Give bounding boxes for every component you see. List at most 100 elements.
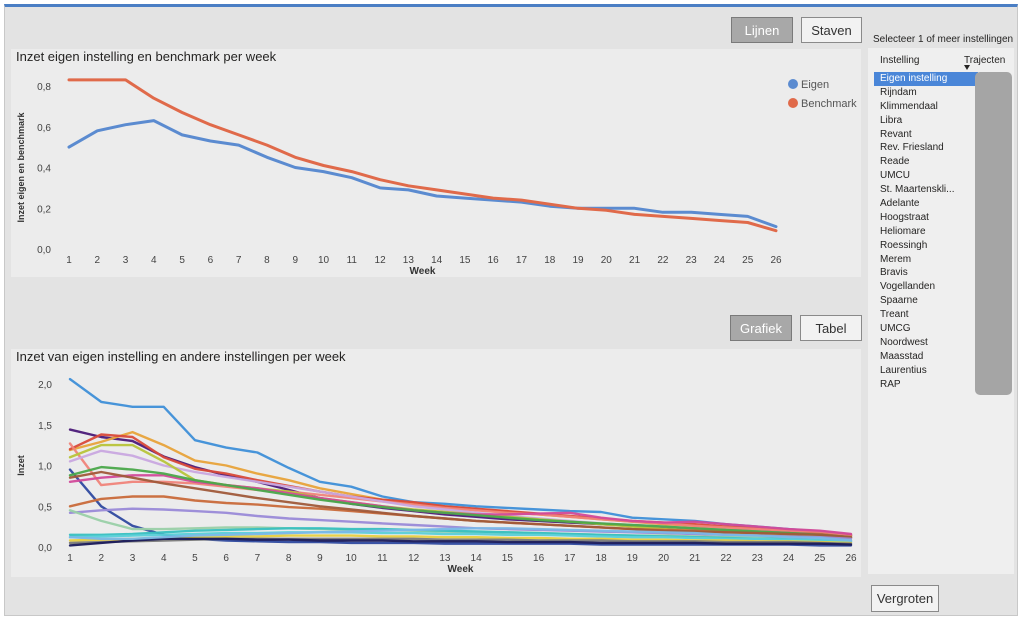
x-tick-label: 18 [596, 553, 608, 564]
top-chart-title: Inzet eigen instelling en benchmark per … [16, 49, 277, 64]
x-tick-label: 22 [657, 255, 669, 266]
x-tick-label: 13 [439, 553, 451, 564]
slicer-item[interactable]: Vogellanden [880, 281, 936, 293]
bottom-chart-panel: Inzet van eigen instelling en andere ins… [11, 349, 861, 577]
slicer-header-instelling[interactable]: Instelling [880, 55, 920, 66]
bottom-chart-title: Inzet van eigen instelling en andere ins… [16, 349, 346, 364]
grafiek-button[interactable]: Grafiek [730, 315, 792, 341]
slicer-item[interactable]: Noordwest [880, 336, 928, 348]
series-line-1-11 [68, 470, 853, 539]
sort-down-icon[interactable] [964, 65, 970, 70]
legend-label: Benchmark [801, 98, 857, 110]
slicer-item[interactable]: UMCU [880, 170, 910, 182]
slicer-header-trajecten[interactable]: Trajecten [964, 55, 1006, 66]
x-tick-label: 4 [151, 255, 157, 266]
slicer-item[interactable]: Roessingh [880, 239, 928, 251]
legend-label: Eigen [801, 79, 829, 91]
top-line-chart: 0,00,20,40,60,81 2 3 4 5 6 7 8 9 10 11 12 13 14 15 16 17… [16, 78, 857, 277]
x-tick-label: 24 [714, 255, 726, 266]
y-tick-label: 0,8 [37, 82, 51, 93]
x-tick-label: 3 [123, 255, 129, 266]
x-tick-label: 19 [627, 553, 639, 564]
y-tick-label: 0,0 [37, 245, 51, 256]
x-tick-label: 17 [516, 255, 528, 266]
series-line-0-1 [67, 78, 778, 233]
slicer-item[interactable]: Laurentius [880, 364, 927, 376]
x-tick-label: 16 [488, 255, 500, 266]
series-line-1-4 [68, 442, 853, 538]
x-tick-label: 25 [814, 553, 826, 564]
y-tick-label: 0,0 [38, 543, 52, 554]
x-tick-label: 10 [346, 553, 358, 564]
slicer-item[interactable]: St. Maartenskli... [880, 184, 955, 196]
slicer-item[interactable]: Revant [880, 128, 912, 140]
series-line-1-19 [68, 527, 853, 542]
y-tick-label: 0,2 [37, 204, 51, 215]
series-line-0-0 [67, 119, 778, 229]
y-tick-label: 2,0 [38, 380, 52, 391]
x-tick-label: 26 [845, 553, 857, 564]
slicer-title: Selecteer 1 of meer instellingen [873, 34, 1014, 45]
x-tick-label: 25 [742, 255, 754, 266]
slicer-item[interactable]: UMCG [880, 323, 911, 335]
x-tick-label: 16 [533, 553, 545, 564]
x-tick-label: 2 [94, 255, 100, 266]
slicer-list: Eigen instelling Rijndam Klimmendaal Libra R… [874, 72, 978, 391]
x-axis-label: Week [448, 564, 474, 575]
x-tick-label: 6 [223, 553, 229, 564]
slicer-item[interactable]: Rev. Friesland [880, 142, 944, 154]
slicer-item[interactable]: Eigen instelling [874, 72, 978, 86]
x-tick-label: 1 [67, 553, 73, 564]
staven-button[interactable]: Staven [801, 17, 862, 43]
x-tick-label: 22 [720, 553, 732, 564]
x-tick-label: 6 [208, 255, 214, 266]
x-tick-label: 1 [66, 255, 72, 266]
y-tick-label: 0,4 [37, 164, 51, 175]
instelling-slicer[interactable]: Instelling Trajecten Eigen instelling Rij… [868, 48, 1014, 574]
series-line-1-10 [68, 465, 853, 539]
series-line-1-18 [68, 537, 853, 547]
slicer-item[interactable]: Klimmendaal [880, 100, 938, 112]
vergroten-button[interactable]: Vergroten [871, 585, 939, 612]
x-tick-label: 13 [403, 255, 415, 266]
slicer-item[interactable]: RAP [880, 378, 901, 390]
series-line-1-15 [68, 531, 853, 544]
x-tick-label: 12 [408, 553, 420, 564]
lijnen-button[interactable]: Lijnen [731, 17, 793, 43]
x-tick-label: 4 [161, 553, 167, 564]
slicer-item[interactable]: Treant [880, 309, 909, 321]
slicer-item[interactable]: Reade [880, 156, 910, 168]
x-tick-label: 11 [347, 255, 358, 266]
y-tick-label: 1,0 [38, 462, 52, 473]
x-tick-label: 11 [377, 553, 388, 564]
slicer-item[interactable]: Adelante [880, 198, 920, 210]
x-tick-label: 20 [658, 553, 670, 564]
slicer-item[interactable]: Spaarne [880, 295, 918, 307]
bottom-line-chart: 0,00,51,01,52,01 2 3 4 5 6 7 8 9 10 11 12 13 14 15 16 17… [16, 377, 857, 575]
slicer-scrollbar[interactable] [975, 72, 1012, 395]
x-tick-label: 5 [179, 255, 185, 266]
slicer-item[interactable]: Bravis [880, 267, 908, 279]
slicer-item[interactable]: Maasstad [880, 350, 924, 362]
x-tick-label: 19 [572, 255, 584, 266]
slicer-item[interactable]: Libra [880, 114, 903, 126]
x-tick-label: 9 [292, 255, 298, 266]
slicer-item[interactable]: Merem [880, 253, 912, 265]
slicer-item[interactable]: Rijndam [880, 86, 917, 98]
legend-marker [788, 79, 798, 89]
y-axis-label: Inzet [16, 455, 26, 476]
x-tick-label: 23 [752, 553, 764, 564]
tabel-button[interactable]: Tabel [800, 315, 862, 341]
x-tick-label: 10 [318, 255, 330, 266]
x-tick-label: 20 [601, 255, 613, 266]
legend-marker [788, 98, 798, 108]
x-tick-label: 21 [629, 255, 641, 266]
x-tick-label: 5 [192, 553, 198, 564]
x-tick-label: 12 [375, 255, 387, 266]
x-tick-label: 21 [689, 553, 701, 564]
slicer-item[interactable]: Hoogstraat [880, 211, 929, 223]
slicer-item[interactable]: Heliomare [880, 225, 926, 237]
x-tick-label: 8 [286, 553, 292, 564]
x-axis-label: Week [410, 266, 436, 277]
x-tick-label: 9 [317, 553, 323, 564]
